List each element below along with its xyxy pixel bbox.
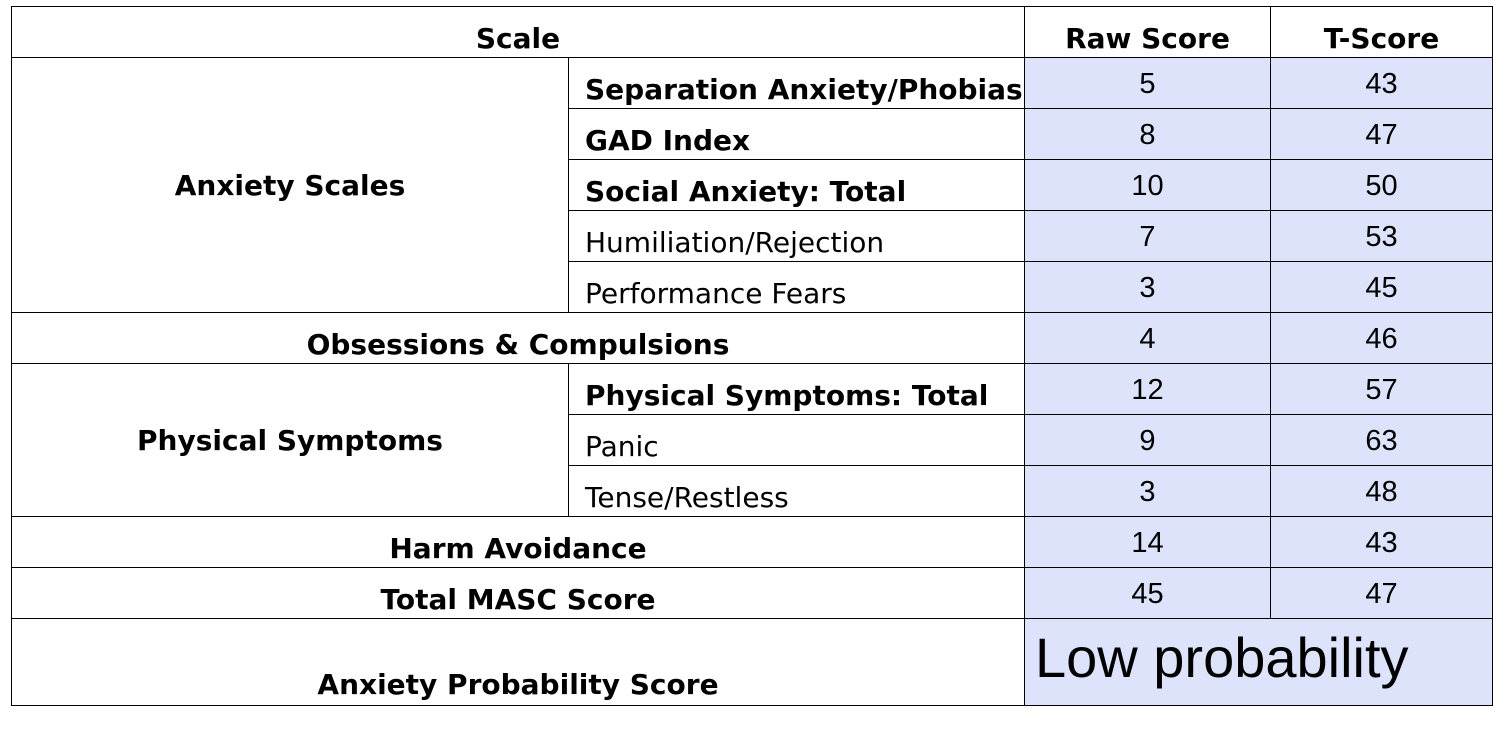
t-score: 53 [1270, 210, 1493, 262]
t-score: 47 [1270, 108, 1493, 160]
anxiety-scales-label: Anxiety Scales [11, 57, 569, 313]
masc-score-table: Scale Raw Score T-Score Anxiety Scales S… [11, 6, 1493, 706]
subscale-name: Separation Anxiety/Phobias [568, 57, 1025, 109]
harm-avoidance-label: Harm Avoidance [11, 516, 1025, 568]
t-score: 57 [1270, 363, 1493, 415]
table-row: Anxiety Scales Separation Anxiety/Phobia… [11, 57, 1493, 313]
table-row: Physical Symptoms Physical Symptoms: Tot… [11, 363, 1493, 517]
subscale-name: Physical Symptoms: Total [568, 363, 1025, 415]
raw-score: 3 [1024, 465, 1271, 517]
physical-symptoms-label: Physical Symptoms [11, 363, 569, 517]
table-row: Tense/Restless 3 48 [12, 465, 1493, 517]
raw-score: 10 [1024, 159, 1271, 211]
raw-score: 8 [1024, 108, 1271, 160]
raw-score-header: Raw Score [1024, 6, 1271, 58]
probability-row: Anxiety Probability Score Low probabilit… [11, 618, 1493, 706]
raw-score: 5 [1024, 57, 1271, 109]
subscale-name: Social Anxiety: Total [568, 159, 1025, 211]
t-score: 43 [1270, 57, 1493, 109]
table-row: Harm Avoidance 14 43 [11, 516, 1493, 568]
table-row: Obsessions & Compulsions 4 46 [11, 312, 1493, 364]
raw-score: 9 [1024, 414, 1271, 466]
total-masc-score-label: Total MASC Score [11, 567, 1025, 619]
t-score: 46 [1270, 312, 1493, 364]
raw-score: 4 [1024, 312, 1271, 364]
t-score: 50 [1270, 159, 1493, 211]
table-row: Total MASC Score 45 47 [11, 567, 1493, 619]
subscale-name: GAD Index [568, 108, 1025, 160]
t-score: 63 [1270, 414, 1493, 466]
scale-header: Scale [11, 6, 1025, 58]
t-score: 48 [1270, 465, 1493, 517]
raw-score: 12 [1024, 363, 1271, 415]
raw-score: 7 [1024, 210, 1271, 262]
subscale-name: Performance Fears [568, 261, 1025, 313]
t-score: 47 [1270, 567, 1493, 619]
obsessions-compulsions-label: Obsessions & Compulsions [11, 312, 1025, 364]
anxiety-probability-label: Anxiety Probability Score [11, 618, 1025, 706]
subscale-name: Humiliation/Rejection [568, 210, 1025, 262]
raw-score: 14 [1024, 516, 1271, 568]
t-score: 43 [1270, 516, 1493, 568]
table-row: Performance Fears 3 45 [12, 261, 1493, 313]
raw-score: 3 [1024, 261, 1271, 313]
anxiety-probability-value: Low probability [1024, 618, 1493, 706]
t-score-header: T-Score [1270, 6, 1493, 58]
header-row: Scale Raw Score T-Score [11, 6, 1493, 58]
raw-score: 45 [1024, 567, 1271, 619]
t-score: 45 [1270, 261, 1493, 313]
table-row: Humiliation/Rejection 7 53 [12, 210, 1493, 262]
subscale-name: Tense/Restless [568, 465, 1025, 517]
subscale-name: Panic [568, 414, 1025, 466]
